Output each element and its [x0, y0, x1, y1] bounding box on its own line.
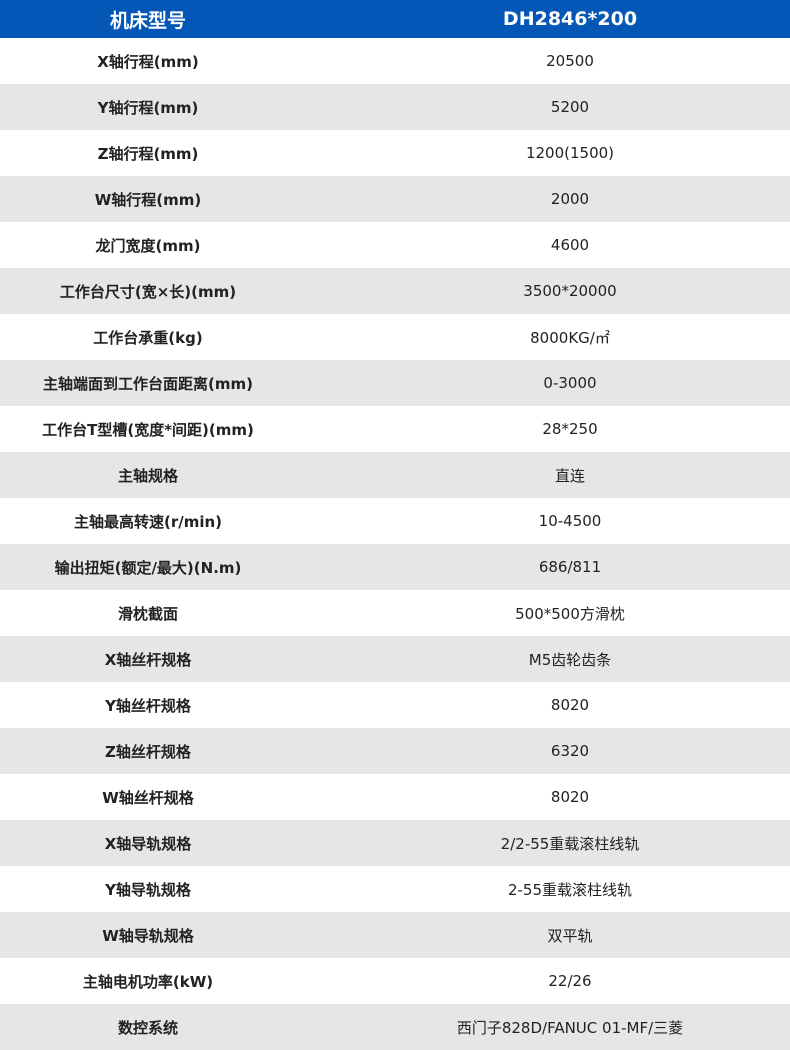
- header-value: DH2846*200: [502, 8, 638, 30]
- spec-label: 工作台T型槽(宽度*间距)(mm): [42, 420, 254, 439]
- spec-label: 龙门宽度(mm): [95, 236, 201, 255]
- table-row: 输出扭矩(额定/最大)(N.m) 686/811: [0, 544, 790, 590]
- table-row: 数控系统 西门子828D/FANUC 01-MF/三菱: [0, 1004, 790, 1050]
- spec-value: 8020: [550, 788, 590, 806]
- spec-value: 500*500方滑枕: [515, 604, 625, 623]
- table-row: Y轴导轨规格 2-55重载滚柱线轨: [0, 866, 790, 912]
- spec-label: X轴行程(mm): [97, 52, 199, 71]
- spec-value: 10-4500: [538, 512, 602, 530]
- spec-label: X轴导轨规格: [104, 834, 192, 853]
- spec-value: 22/26: [548, 972, 592, 990]
- table-row: Y轴丝杆规格 8020: [0, 682, 790, 728]
- table-row: Y轴行程(mm) 5200: [0, 84, 790, 130]
- spec-value: 686/811: [538, 558, 602, 576]
- table-row: 工作台承重(kg) 8000KG/㎡: [0, 314, 790, 360]
- spec-label: 主轴最高转速(r/min): [73, 512, 223, 531]
- table-row: W轴导轨规格 双平轨: [0, 912, 790, 958]
- spec-value: 8020: [550, 696, 590, 714]
- spec-label: W轴行程(mm): [94, 190, 202, 209]
- spec-label: Z轴丝杆规格: [105, 742, 191, 761]
- spec-label: W轴导轨规格: [102, 926, 194, 945]
- table-row: 主轴电机功率(kW) 22/26: [0, 958, 790, 1004]
- spec-label: 工作台尺寸(宽×长)(mm): [59, 282, 237, 301]
- spec-value: 2-55重载滚柱线轨: [507, 880, 633, 899]
- spec-value: 0-3000: [543, 374, 597, 392]
- spec-value: 28*250: [542, 420, 598, 438]
- spec-label: 工作台承重(kg): [93, 328, 203, 347]
- spec-value: 1200(1500): [525, 144, 615, 162]
- spec-value: 5200: [550, 98, 590, 116]
- spec-label: 主轴规格: [117, 466, 178, 485]
- spec-label: Y轴行程(mm): [97, 98, 199, 117]
- spec-value: 直连: [554, 466, 585, 485]
- spec-value: 双平轨: [547, 926, 593, 945]
- spec-value: 2/2-55重载滚柱线轨: [500, 834, 640, 853]
- spec-label: W轴丝杆规格: [102, 788, 194, 807]
- spec-value: 西门子828D/FANUC 01-MF/三菱: [456, 1018, 684, 1037]
- spec-label: Y轴导轨规格: [105, 880, 191, 899]
- spec-value: 2000: [550, 190, 590, 208]
- spec-label: Z轴行程(mm): [97, 144, 199, 163]
- spec-label: X轴丝杆规格: [104, 650, 192, 669]
- table-row: 主轴最高转速(r/min) 10-4500: [0, 498, 790, 544]
- header-label: 机床型号: [109, 9, 186, 32]
- table-row: W轴行程(mm) 2000: [0, 176, 790, 222]
- table-row: 工作台尺寸(宽×长)(mm) 3500*20000: [0, 268, 790, 314]
- table-row: Z轴行程(mm) 1200(1500): [0, 130, 790, 176]
- spec-label: Y轴丝杆规格: [105, 696, 191, 715]
- spec-label: 数控系统: [117, 1018, 178, 1037]
- spec-value: 8000KG/㎡: [530, 328, 610, 347]
- table-row: 主轴规格 直连: [0, 452, 790, 498]
- table-row: 主轴端面到工作台面距离(mm) 0-3000: [0, 360, 790, 406]
- spec-label: 主轴端面到工作台面距离(mm): [43, 374, 253, 393]
- table-row: Z轴丝杆规格 6320: [0, 728, 790, 774]
- table-header: 机床型号 DH2846*200: [0, 0, 790, 38]
- table-row: 工作台T型槽(宽度*间距)(mm) 28*250: [0, 406, 790, 452]
- spec-value: 4600: [550, 236, 590, 254]
- table-row: W轴丝杆规格 8020: [0, 774, 790, 820]
- spec-label: 输出扭矩(额定/最大)(N.m): [54, 558, 242, 577]
- spec-label: 滑枕截面: [117, 604, 178, 623]
- table-row: X轴丝杆规格 M5齿轮齿条: [0, 636, 790, 682]
- table-row: X轴导轨规格 2/2-55重载滚柱线轨: [0, 820, 790, 866]
- table-row: X轴行程(mm) 20500: [0, 38, 790, 84]
- spec-value: 6320: [550, 742, 590, 760]
- spec-value: 3500*20000: [523, 282, 617, 300]
- spec-value: 20500: [546, 52, 594, 70]
- table-row: 滑枕截面 500*500方滑枕: [0, 590, 790, 636]
- spec-value: M5齿轮齿条: [528, 650, 612, 669]
- table-row: 龙门宽度(mm) 4600: [0, 222, 790, 268]
- spec-label: 主轴电机功率(kW): [82, 972, 214, 991]
